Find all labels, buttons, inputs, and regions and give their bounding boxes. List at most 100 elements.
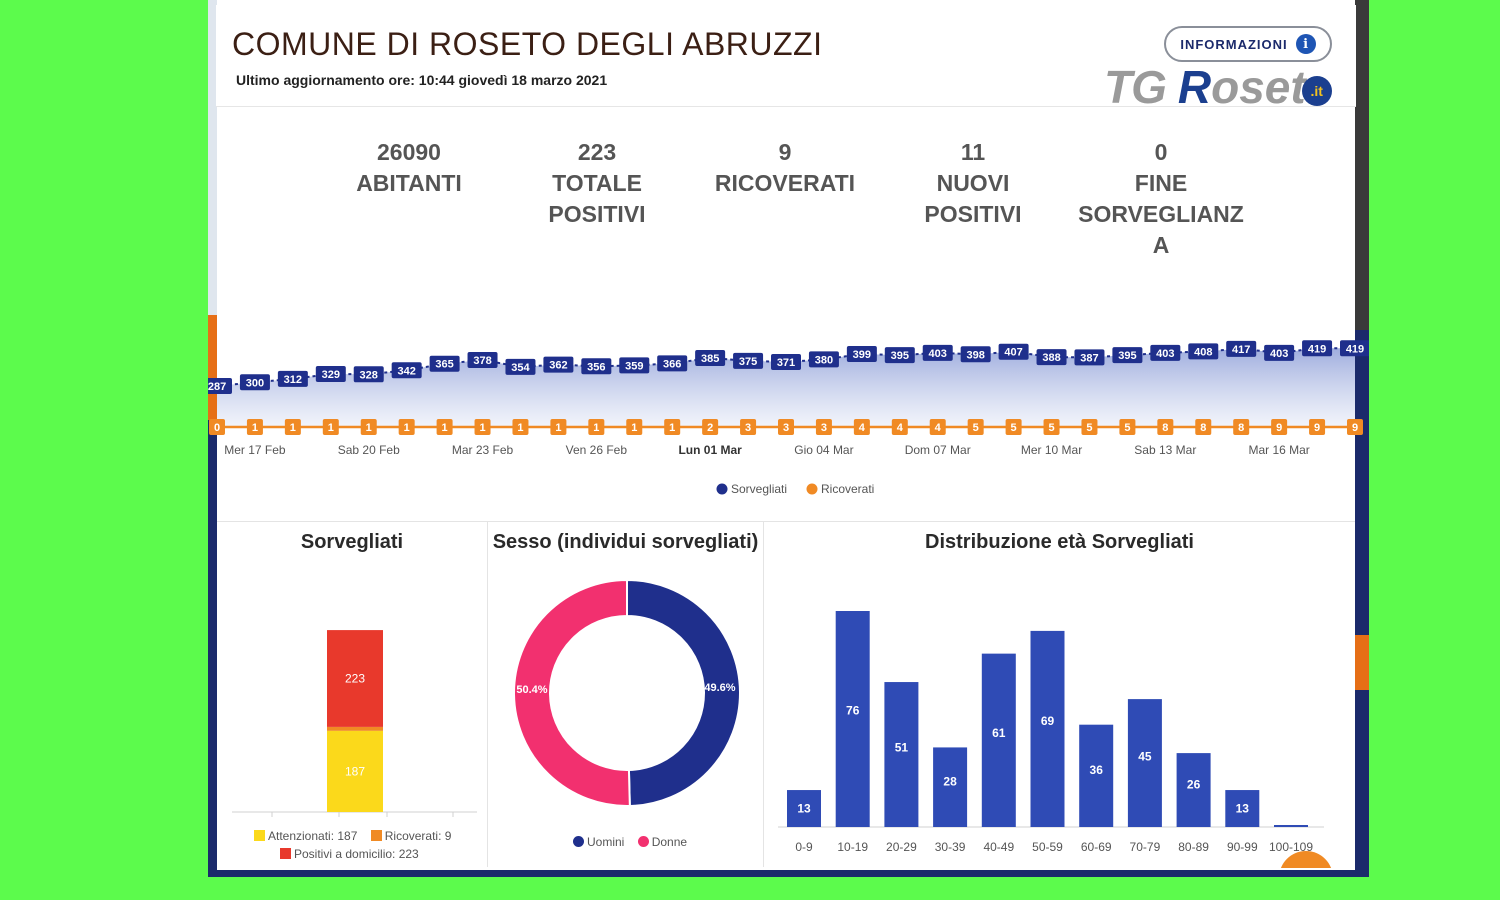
sorvegliati-point bbox=[1036, 349, 1067, 366]
ricoverati-point bbox=[474, 419, 491, 435]
slice-uomini-label: 49.6% bbox=[704, 682, 735, 694]
ricoverati-value: 4 bbox=[935, 422, 942, 434]
ricoverati-point bbox=[588, 419, 605, 435]
stat-label: ABITANTI bbox=[356, 170, 462, 196]
eta-bar bbox=[884, 682, 919, 827]
slice-uomini bbox=[626, 578, 741, 807]
stat-label: TOTALE POSITIVI bbox=[548, 170, 646, 227]
ricoverati-point bbox=[1309, 419, 1326, 435]
ricoverati-point bbox=[1119, 419, 1136, 435]
sorvegliati-value: 385 bbox=[701, 353, 719, 365]
eta-bar bbox=[933, 747, 968, 827]
stat-value: 11 bbox=[960, 139, 986, 165]
ricoverati-point bbox=[436, 419, 453, 435]
stat-label: NUOVI POSITIVI bbox=[924, 170, 1022, 227]
sorvegliati-legend: Attenzionati: 187 Ricoverati: 9 bbox=[254, 829, 461, 843]
sorvegliati-value: 395 bbox=[1118, 350, 1136, 362]
stat-label: FINE SORVEGLIANZ A bbox=[1078, 170, 1244, 258]
sorvegliati-value: 387 bbox=[1080, 352, 1098, 364]
sorvegliati-point bbox=[695, 350, 726, 366]
sorvegliati-stacked-bar: 187 223 bbox=[232, 630, 477, 817]
eta-bar bbox=[1079, 724, 1114, 827]
eta-bar bbox=[1225, 790, 1260, 827]
sorvegliati-value: 356 bbox=[587, 361, 605, 373]
legend-uomini[interactable]: Uomini bbox=[573, 835, 624, 849]
sorvegliati-point bbox=[1226, 340, 1257, 357]
ricoverati-point bbox=[398, 419, 415, 435]
sorvegliati-point bbox=[884, 347, 915, 364]
legend-donne[interactable]: Donne bbox=[637, 835, 688, 849]
info-button[interactable]: INFORMAZIONI i bbox=[1164, 26, 1332, 62]
ricoverati-value: 1 bbox=[479, 422, 485, 434]
stat-label: RICOVERATI bbox=[714, 170, 856, 196]
ricoverati-value: 1 bbox=[404, 422, 410, 434]
sorvegliati-point bbox=[922, 344, 953, 361]
legend-donne-label: Donne bbox=[651, 835, 688, 849]
sorvegliati-value: 365 bbox=[435, 359, 453, 371]
sorvegliati-point bbox=[960, 346, 991, 363]
sorvegliati-value: 417 bbox=[1232, 344, 1250, 356]
bar-attenzionati bbox=[327, 730, 383, 812]
timeline-date-label: Lun 01 Mar bbox=[678, 443, 742, 457]
bar-positivi bbox=[327, 630, 383, 727]
eta-bar-label: 13 bbox=[797, 802, 811, 816]
sorvegliati-value: 287 bbox=[208, 381, 226, 393]
sorvegliati-value: 403 bbox=[1156, 348, 1174, 360]
ricoverati-value: 4 bbox=[859, 422, 866, 434]
sorvegliati-point bbox=[1074, 349, 1105, 366]
ricoverati-value: 1 bbox=[593, 422, 599, 434]
legend-attenzionati[interactable]: Attenzionati: 187 bbox=[254, 829, 357, 843]
sorvegliati-value: 403 bbox=[929, 348, 947, 360]
timeline-date-label: Mar 16 Mar bbox=[1248, 443, 1309, 457]
legend-attenzionati-label: Attenzionati: 187 bbox=[268, 829, 358, 843]
ricoverati-point bbox=[1195, 419, 1212, 435]
ricoverati-point bbox=[1233, 419, 1250, 435]
ricoverati-point bbox=[815, 419, 832, 435]
eta-category-label: 30-39 bbox=[935, 840, 966, 854]
eta-category-label: 80-89 bbox=[1178, 840, 1209, 854]
timeline-date-label: Sab 13 Mar bbox=[1134, 443, 1196, 457]
sorvegliati-value: 300 bbox=[246, 377, 264, 389]
timeline-date-label: Gio 04 Mar bbox=[794, 443, 853, 457]
panels-divider bbox=[217, 521, 1355, 522]
sorvegliati-point bbox=[808, 351, 839, 368]
sorvegliati-point bbox=[277, 370, 308, 387]
sorvegliati-point bbox=[391, 362, 422, 379]
legend-positivi[interactable]: Positivi a domicilio: 223 bbox=[280, 847, 419, 861]
sorvegliati-point bbox=[771, 354, 801, 370]
sorvegliati-value: 398 bbox=[966, 349, 984, 361]
ricoverati-value: 8 bbox=[1238, 422, 1244, 434]
ricoverati-value: 5 bbox=[1086, 422, 1092, 434]
eta-bar-label: 26 bbox=[1187, 778, 1201, 792]
ricoverati-value: 9 bbox=[1276, 422, 1282, 434]
sorvegliati-value: 359 bbox=[625, 360, 643, 372]
ricoverati-value: 9 bbox=[1314, 422, 1320, 434]
timeline-date-label: Mer 17 Feb bbox=[224, 443, 286, 457]
panel-separator bbox=[487, 522, 488, 867]
ricoverati-value: 5 bbox=[1011, 422, 1017, 434]
legend-ricoverati[interactable]: Ricoverati: 9 bbox=[370, 829, 451, 843]
stat-value: 0 bbox=[1154, 139, 1168, 165]
sorvegliati-value: 419 bbox=[1308, 343, 1326, 355]
ricoverati-value: 1 bbox=[442, 422, 448, 434]
sorvegliati-value: 419 bbox=[1346, 343, 1364, 355]
ricoverati-value: 1 bbox=[631, 422, 637, 434]
eta-bar bbox=[787, 790, 821, 827]
logo-rest-text: oset bbox=[1211, 61, 1306, 113]
ricoverati-point bbox=[929, 419, 946, 435]
ricoverati-point bbox=[1005, 419, 1022, 435]
eta-bar bbox=[1274, 825, 1308, 827]
sorvegliati-point bbox=[733, 352, 764, 369]
sorvegliati-value: 366 bbox=[663, 358, 681, 370]
panel-separator bbox=[763, 522, 764, 867]
scroll-fab bbox=[1280, 851, 1332, 868]
legend-uomini-label: Uomini bbox=[587, 835, 625, 849]
ricoverati-value: 1 bbox=[328, 422, 334, 434]
eta-bar-label: 13 bbox=[1236, 802, 1250, 816]
sorvegliati-point bbox=[208, 378, 232, 394]
ricoverati-value: 1 bbox=[517, 422, 523, 434]
sesso-title: Sesso (individui sorvegliati) bbox=[492, 531, 759, 553]
eta-bar-label: 69 bbox=[1041, 714, 1055, 728]
logo-r-text: R bbox=[1177, 61, 1212, 113]
eta-category-label: 10-19 bbox=[837, 840, 868, 854]
